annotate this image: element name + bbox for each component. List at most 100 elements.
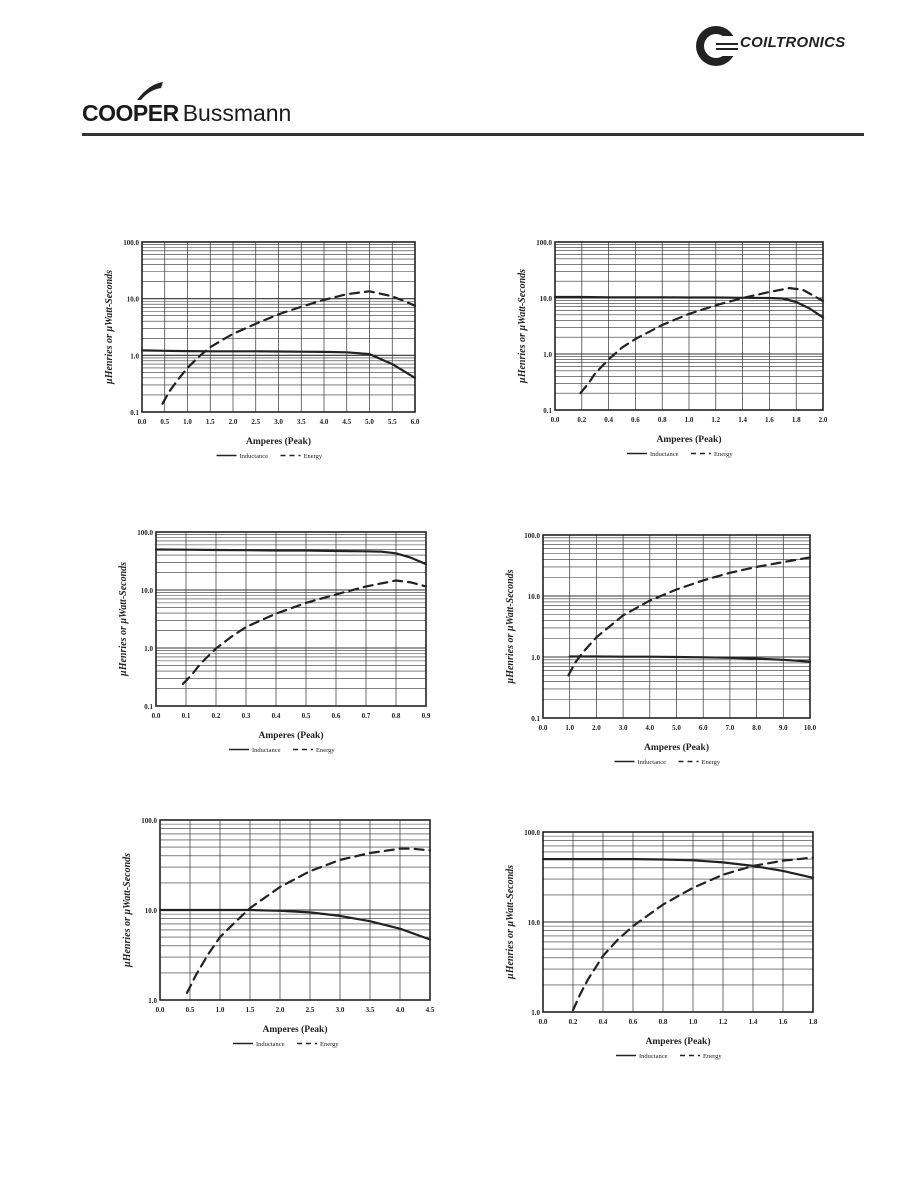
x-tick-label: 0.8 [659,1018,668,1026]
x-tick-label: 0.9 [422,712,431,720]
x-tick-label: 8.0 [752,724,761,732]
y-tick-label: 100.0 [536,239,552,247]
x-tick-label: 2.0 [276,1006,285,1014]
energy-series-line [571,856,815,1012]
y-tick-label: 1.0 [531,1009,540,1017]
x-axis-label: Amperes (Peak) [263,1024,328,1035]
x-tick-label: 6.0 [411,418,420,426]
chart-4: 0.0 1.0 2.0 3.0 4.0 5.0 6.0 7.0 8.0 9.0 10.0 0.1 1.0… [505,532,817,766]
legend-inductance-label: Inductance [256,1041,285,1048]
x-tick-label: 0.2 [212,712,221,720]
x-tick-label: 0.0 [539,724,548,732]
inductance-series-line [541,857,815,879]
x-tick-label: 0.0 [539,1018,548,1026]
energy-series-line [185,847,432,994]
x-tick-label: 1.0 [183,418,192,426]
coiltronics-wordmark: COILTRONICS [740,34,846,51]
inductance-series-line [553,295,825,319]
x-tick-label: 3.5 [297,418,306,426]
x-tick-label: 0.6 [629,1018,638,1026]
x-tick-label: 0.8 [392,712,401,720]
x-tick-label: 0.5 [160,418,169,426]
x-tick-label: 0.1 [182,712,191,720]
inductance-series-line [158,908,432,941]
y-tick-label: 10.0 [141,587,154,595]
y-tick-label: 0.1 [130,409,139,417]
x-tick-label: 1.0 [216,1006,225,1014]
coiltronics-logo [696,26,738,66]
chart-2: 0.0 0.2 0.4 0.6 0.8 1.0 1.2 1.4 1.6 1.8 2.0 0.1 1.0 1… [517,239,828,458]
plot-frame [542,534,811,719]
x-tick-label: 0.4 [604,416,613,424]
x-tick-label: 1.4 [738,416,747,424]
header-rule [82,133,864,136]
y-tick-label: 100.0 [137,529,153,537]
x-tick-label: 0.6 [332,712,341,720]
x-tick-label: 4.0 [320,418,329,426]
x-tick-label: 0.0 [138,418,147,426]
x-tick-label: 2.0 [592,724,601,732]
x-tick-label: 0.3 [242,712,251,720]
x-tick-label: 1.5 [206,418,215,426]
chart-5: 0.0 0.5 1.0 1.5 2.0 2.5 3.0 3.5 4.0 4.5 1.0 10.0 100… [122,817,435,1048]
x-tick-label: 1.6 [765,416,774,424]
inductance-series-line [154,548,428,566]
legend-inductance-label: Inductance [638,759,667,766]
energy-series-line [567,556,812,677]
x-tick-label: 1.8 [809,1018,818,1026]
x-tick-label: 10.0 [804,724,817,732]
x-tick-label: 1.6 [779,1018,788,1026]
x-tick-label: 4.5 [342,418,351,426]
x-axis-label: Amperes (Peak) [646,1036,711,1047]
x-tick-label: 2.0 [819,416,828,424]
chart-1: 0.0 0.5 1.0 1.5 2.0 2.5 3.0 3.5 4.0 4.5 5.0 5.5 6.0 0… [104,239,420,460]
y-axis-label: µHenries or µWatt-Seconds [122,853,133,968]
x-tick-label: 0.5 [302,712,311,720]
cooper-wordmark: COOPER [82,100,179,126]
x-tick-label: 3.0 [336,1006,345,1014]
x-tick-label: 1.4 [749,1018,758,1026]
x-tick-label: 3.0 [619,724,628,732]
y-tick-label: 100.0 [123,239,139,247]
x-tick-label: 0.5 [186,1006,195,1014]
legend-inductance-label: Inductance [639,1053,668,1060]
energy-series-line [161,290,417,405]
x-tick-label: 5.5 [388,418,397,426]
chart-6: 0.0 0.2 0.4 0.6 0.8 1.0 1.2 1.4 1.6 1.8 1.0 10.0 100… [505,829,818,1060]
x-tick-label: 3.5 [366,1006,375,1014]
x-tick-label: 9.0 [779,724,788,732]
energy-series-line [181,579,428,685]
y-axis-label: µHenries or µWatt-Seconds [505,569,516,684]
y-tick-label: 1.0 [543,351,552,359]
y-tick-label: 1.0 [144,645,153,653]
x-tick-label: 0.7 [362,712,371,720]
plot-frame [554,241,824,411]
y-tick-label: 10.0 [127,296,140,304]
legend-energy-label: Energy [714,451,733,458]
legend-inductance-label: Inductance [252,747,281,754]
plot-frame [141,241,416,413]
y-tick-label: 1.0 [148,997,157,1005]
y-tick-label: 0.1 [144,703,153,711]
y-tick-label: 0.1 [543,407,552,415]
x-tick-label: 4.0 [645,724,654,732]
x-tick-label: 0.4 [599,1018,608,1026]
plot-frame [155,531,427,707]
bussmann-wordmark: Bussmann [182,100,292,126]
y-tick-label: 0.1 [531,715,540,723]
y-axis-label: µHenries or µWatt-Seconds [505,865,516,980]
legend-energy-label: Energy [703,1053,722,1060]
x-tick-label: 1.0 [685,416,694,424]
x-tick-label: 1.0 [689,1018,698,1026]
legend-inductance-label: Inductance [650,451,679,458]
x-tick-label: 4.0 [396,1006,405,1014]
x-tick-label: 0.6 [631,416,640,424]
x-tick-label: 2.5 [251,418,260,426]
legend-inductance-label: Inductance [240,453,269,460]
x-tick-label: 0.2 [577,416,586,424]
y-tick-label: 10.0 [540,295,553,303]
y-axis-label: µHenries or µWatt-Seconds [118,562,129,677]
y-tick-label: 10.0 [145,907,158,915]
x-tick-label: 0.0 [551,416,560,424]
inductance-series-line [140,349,417,379]
